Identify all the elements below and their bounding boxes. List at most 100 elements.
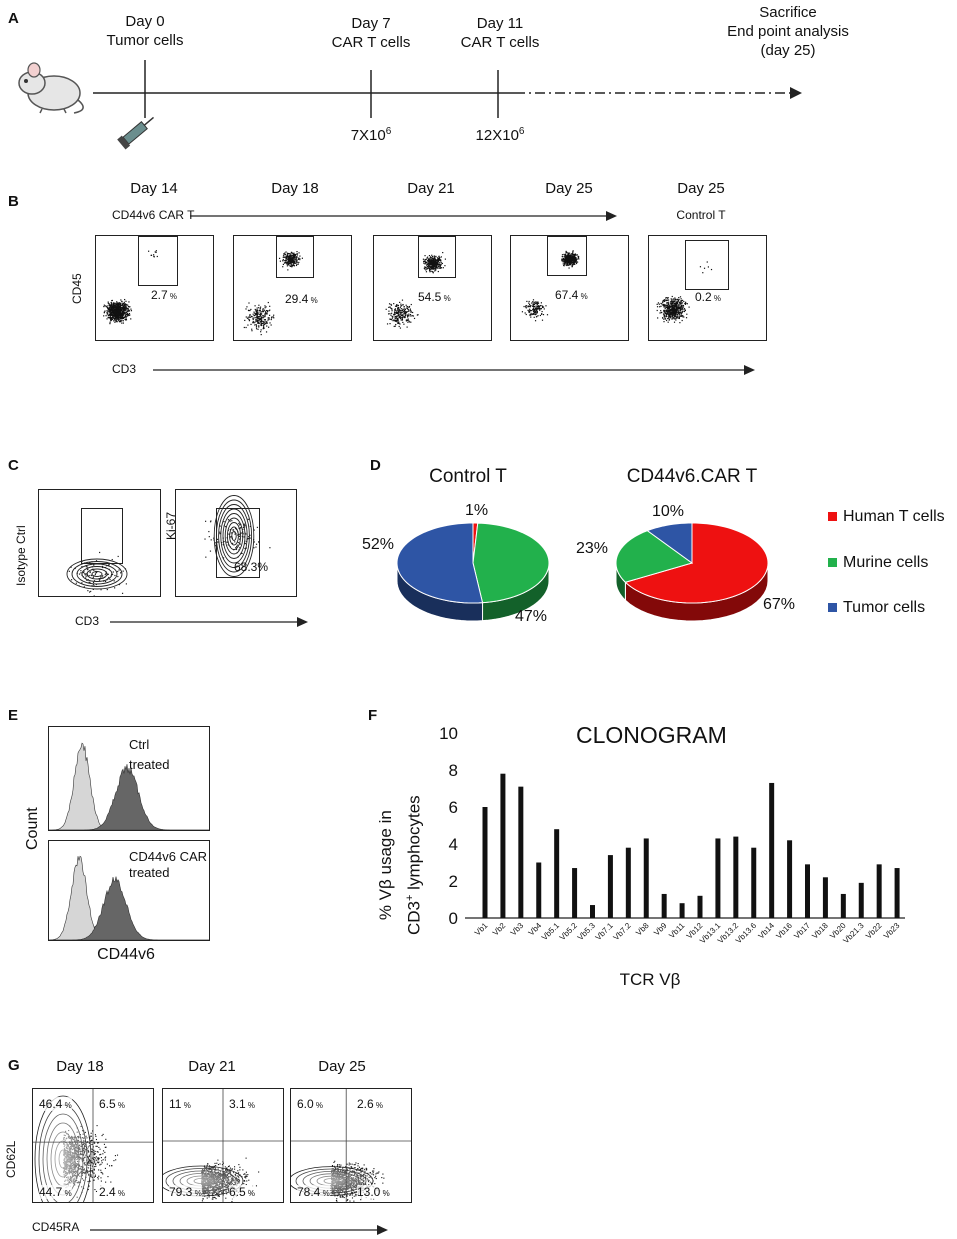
clonogram-ytick-5: 10 — [439, 724, 458, 743]
g-1-ur-unit: % — [115, 1101, 126, 1110]
g-3-ll-num: 78.4 — [297, 1185, 321, 1199]
panel-e-letter: E — [8, 707, 19, 724]
pie2-label-human: 67% — [763, 596, 796, 613]
b-xlabel: CD3 — [112, 362, 137, 376]
g-2-ll: 79.3 % — [169, 1185, 202, 1199]
pie2-label-tumor: 10% — [652, 503, 685, 520]
b-value-num-1: 2.7 — [151, 288, 168, 302]
clonogram-ytick-0: 0 — [449, 909, 458, 928]
g-3-ul-num: 6.0 — [297, 1097, 314, 1111]
b-control-label: Control T — [676, 208, 726, 222]
g-2-ur-unit: % — [245, 1101, 256, 1110]
pie2-slice-0 — [624, 522, 769, 604]
end-line2: End point analysis — [727, 23, 849, 40]
pie1-label-murine: 47% — [515, 608, 548, 625]
b-group-label: CD44v6 CAR T — [112, 208, 195, 222]
dose-day11-exp: 6 — [518, 126, 525, 137]
panel-f-letter: F — [368, 707, 378, 724]
g-1-ul-num: 46.4 — [39, 1097, 63, 1111]
b-value-num-5: 0.2 — [695, 290, 712, 304]
g-xlabel: CD45RA — [32, 1220, 80, 1234]
dose-day7-base: 7X10 — [350, 127, 386, 144]
g-3-ul: 6.0 % — [297, 1097, 324, 1111]
g-2-ll-unit: % — [192, 1189, 202, 1198]
clonogram-bar-Vb21.3 — [858, 882, 864, 918]
g-2-lr-unit: % — [245, 1189, 256, 1198]
c-isotype-contours — [66, 551, 128, 596]
clonogram-bar-Vb5.3 — [590, 905, 595, 918]
g-day-1: Day 18 — [56, 1058, 104, 1075]
g-day-3: Day 25 — [318, 1058, 366, 1075]
pie2-title: CD44v6.CAR T — [626, 466, 758, 487]
panel-g-letter: G — [8, 1057, 20, 1074]
b-dotplot-1: 2.7 % — [95, 235, 214, 341]
g-3-ul-unit: % — [313, 1101, 324, 1110]
b-gate-5 — [685, 240, 729, 290]
c-ki67-gate — [216, 508, 260, 578]
event-day7-desc: CAR T cells — [331, 34, 411, 51]
pie1-slice-2 — [396, 522, 484, 604]
b-dotplot-4: 67.4 % — [510, 235, 629, 341]
clonogram-bar-Vb8 — [643, 838, 649, 918]
g-1-ll-num: 44.7 — [39, 1185, 63, 1199]
b-value-5: 0.2 % — [695, 290, 721, 304]
g-3-ll-unit: % — [320, 1189, 330, 1198]
legend-tumor-swatch — [828, 603, 837, 612]
clonogram-bar-Vb5.2 — [572, 868, 578, 918]
panel-a-letter: A — [8, 10, 19, 27]
c-ki67-plot: 68.3% — [175, 489, 297, 597]
e-bottom-label1: CD44v6 CAR T — [129, 849, 210, 864]
b-dots-1 — [103, 250, 158, 325]
timeline-axis — [93, 60, 802, 118]
e-top-label2: treated — [129, 757, 170, 772]
b-value-3: 54.5 % — [418, 290, 451, 304]
g-3-ur-unit: % — [373, 1101, 384, 1110]
event-day7-day: Day 7 — [351, 15, 391, 32]
pie2-slice-1 — [615, 530, 694, 583]
g-1-lr-num: 2.4 — [99, 1185, 116, 1199]
g-1-ul-unit: % — [62, 1101, 72, 1110]
g-3-lr-unit: % — [380, 1189, 390, 1198]
g-2-ul-unit: % — [181, 1101, 191, 1110]
b-day-5: Day 25 — [677, 180, 725, 197]
g-2-ul: 11 % — [169, 1097, 191, 1111]
b-dots-5 — [656, 261, 713, 324]
b-value-1: 2.7 % — [151, 288, 177, 302]
e-bottom-label2: treated — [129, 865, 170, 880]
b-value-unit-4: % — [578, 292, 588, 301]
c-isotype-plot — [38, 489, 161, 597]
legend-tumor-label: Tumor cells — [843, 599, 926, 616]
clonogram-xlabel: TCR Vβ — [619, 970, 681, 989]
event-day11: Day 11 CAR T cells — [461, 14, 540, 52]
clonogram-bar-Vb2 — [500, 773, 506, 918]
b-day-2: Day 18 — [271, 180, 319, 197]
pie1-slice-1 — [472, 522, 550, 604]
clonogram-bar-Vb13.2 — [733, 836, 739, 918]
e-hist-bottom-curves — [49, 855, 209, 940]
b-value-4: 67.4 % — [555, 288, 588, 302]
g-3-ur: 2.6 % — [357, 1097, 384, 1111]
clonogram-bar-Vb7.1 — [607, 855, 613, 918]
b-value-num-2: 29.4 — [285, 292, 309, 306]
g-1-lr-unit: % — [115, 1189, 126, 1198]
pie1-title: Control T — [429, 466, 507, 487]
clonogram-bar-Vb3 — [518, 786, 524, 918]
e-hist-top: Ctrl treated — [48, 726, 210, 831]
pie-charts — [396, 522, 769, 622]
e-xlabel: CD44v6 — [97, 946, 155, 963]
g-contours-1 — [33, 1089, 153, 1202]
end-point-label: Sacrifice End point analysis (day 25) — [727, 3, 849, 60]
c-ki67-value: 68.3% — [234, 560, 269, 574]
g-plot-2: 11 % 3.1 % 79.3 % 6.5 % — [162, 1088, 284, 1203]
clonogram-ytick-3: 6 — [449, 798, 458, 817]
b-day-1: Day 14 — [130, 180, 178, 197]
g-1-ur-num: 6.5 — [99, 1097, 116, 1111]
g-3-ur-num: 2.6 — [357, 1097, 374, 1111]
b-dots-4 — [521, 250, 580, 322]
clonogram-bar-Vb17 — [805, 864, 810, 918]
g-3-lr: 13.0 % — [357, 1185, 390, 1199]
g-1-ul: 46.4 % — [39, 1097, 72, 1111]
pie1-label-tumor: 52% — [362, 536, 395, 553]
clonogram-bar-Vb12 — [697, 895, 703, 918]
